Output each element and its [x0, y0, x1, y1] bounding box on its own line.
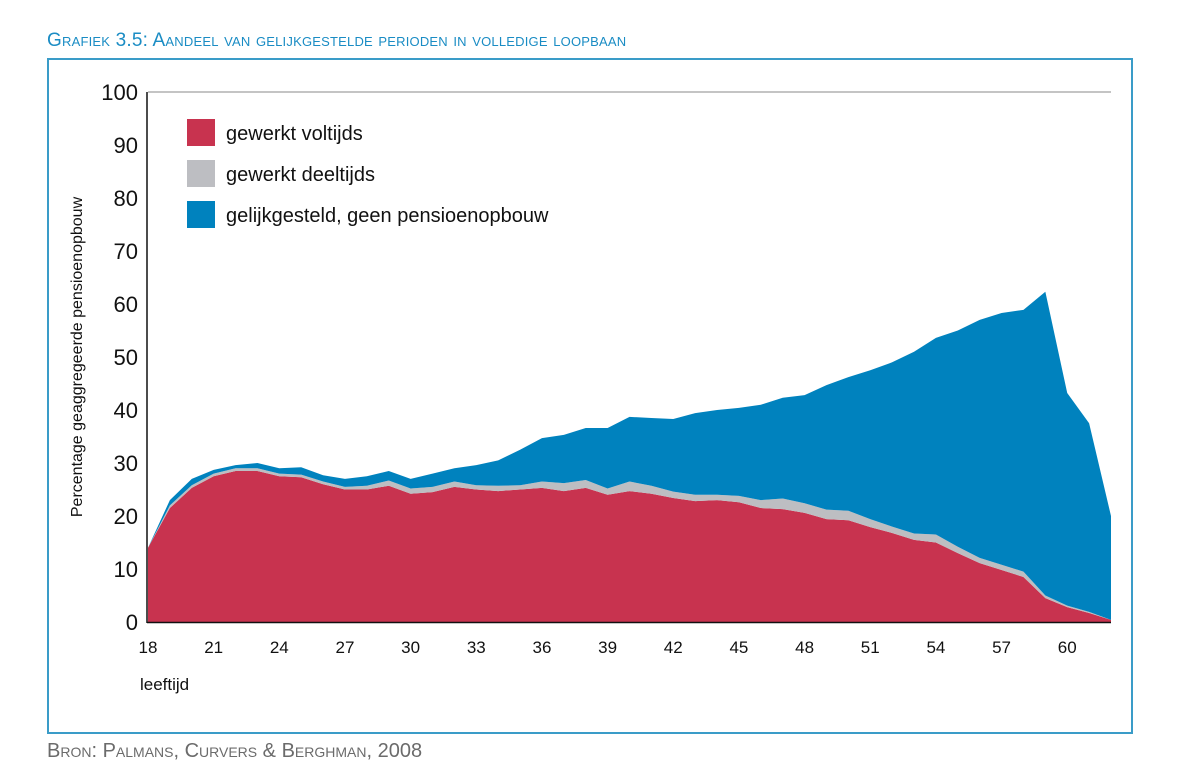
x-tick-label: 57 — [992, 638, 1011, 657]
area-gewerkt-voltijds — [148, 470, 1111, 622]
x-tick-label: 39 — [598, 638, 617, 657]
chart-frame — [47, 58, 1133, 734]
y-tick-label: 90 — [114, 133, 138, 158]
legend-label: gewerkt deeltijds — [226, 164, 375, 186]
y-tick-label: 80 — [114, 186, 138, 211]
x-tick-labels: 18 21 24 27 30 33 36 39 42 45 48 51 54 57 60 — [139, 638, 1077, 657]
x-axis-label: leeftijd — [140, 675, 189, 694]
x-tick-label: 48 — [795, 638, 814, 657]
x-tick-label: 33 — [467, 638, 486, 657]
y-axis-label: Percentage geaggregeerde pensioenopbouw — [69, 196, 86, 517]
y-tick-label: 10 — [114, 557, 138, 582]
chart-title: Grafiek 3.5: Aandeel van gelijkgestelde … — [47, 30, 627, 51]
legend-label: gewerkt voltijds — [226, 123, 363, 145]
source-note: Bron: Palmans, Curvers & Berghman, 2008 — [47, 740, 423, 762]
x-tick-label: 36 — [532, 638, 551, 657]
x-tick-label: 30 — [401, 638, 420, 657]
x-tick-label: 45 — [729, 638, 748, 657]
legend-label: gelijkgesteld, geen pensioenopbouw — [226, 205, 549, 227]
x-tick-label: 51 — [861, 638, 880, 657]
series-areas — [148, 291, 1111, 622]
legend-swatch — [187, 119, 215, 146]
legend-swatch — [187, 201, 215, 228]
area-gelijkgesteld-geen-pensioenopbouw — [148, 291, 1111, 620]
y-tick-label: 20 — [114, 504, 138, 529]
x-tick-label: 18 — [139, 638, 158, 657]
y-tick-label: 100 — [101, 80, 138, 105]
y-tick-label: 60 — [114, 292, 138, 317]
y-tick-label: 70 — [114, 239, 138, 264]
y-tick-label: 30 — [114, 451, 138, 476]
y-tick-label: 40 — [114, 398, 138, 423]
x-tick-label: 42 — [664, 638, 683, 657]
legend-swatch — [187, 160, 215, 187]
x-tick-label: 21 — [204, 638, 223, 657]
x-tick-label: 60 — [1058, 638, 1077, 657]
x-tick-label: 24 — [270, 638, 289, 657]
y-tick-labels: 0 10 20 30 40 50 60 70 80 90 100 — [101, 80, 138, 635]
y-tick-label: 50 — [114, 345, 138, 370]
x-tick-label: 54 — [926, 638, 945, 657]
y-tick-label: 0 — [126, 610, 138, 635]
x-tick-label: 27 — [336, 638, 355, 657]
legend: gewerkt voltijds gewerkt deeltijds gelijkg… — [187, 119, 549, 228]
